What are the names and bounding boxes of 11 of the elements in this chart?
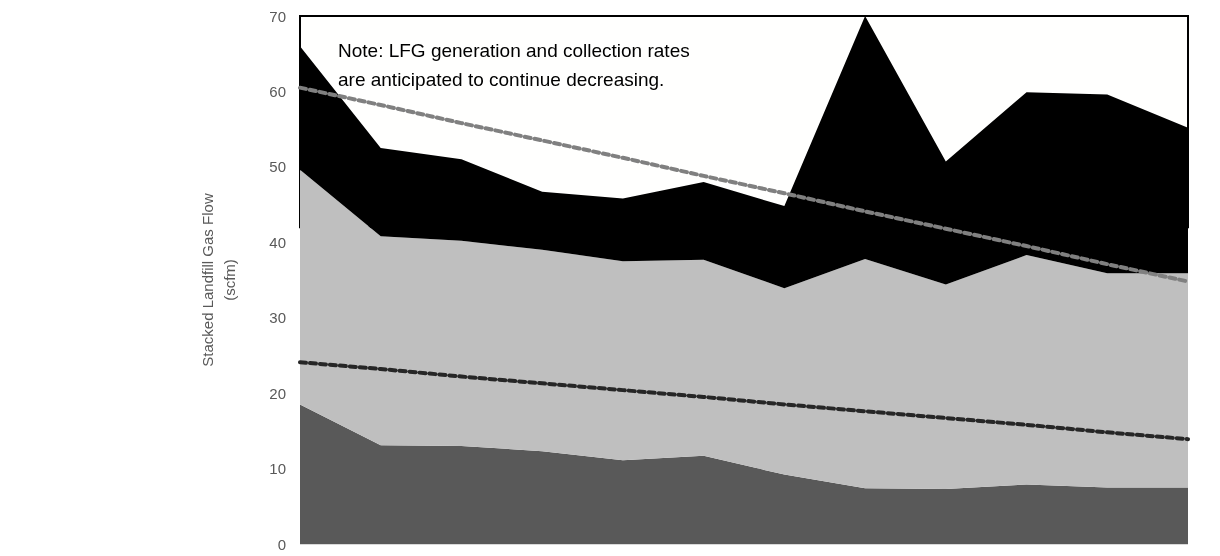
y-tick-label: 70: [269, 7, 286, 25]
y-tick-label: 20: [269, 384, 286, 402]
y-tick-label: 60: [269, 82, 286, 100]
y-tick-label: 10: [269, 460, 286, 478]
y-axis-title: Stacked Landfill Gas Flow (scfm): [198, 193, 238, 367]
y-tick-label: 50: [269, 158, 286, 176]
annotation: Note: LFG generation and collection rates are anticipated to continue decreasing.: [338, 40, 690, 90]
y-tick-label: 30: [269, 309, 286, 327]
y-tick-label: 40: [269, 233, 286, 251]
line-series: [298, 360, 1190, 442]
y-tick-label: 0: [277, 535, 286, 553]
